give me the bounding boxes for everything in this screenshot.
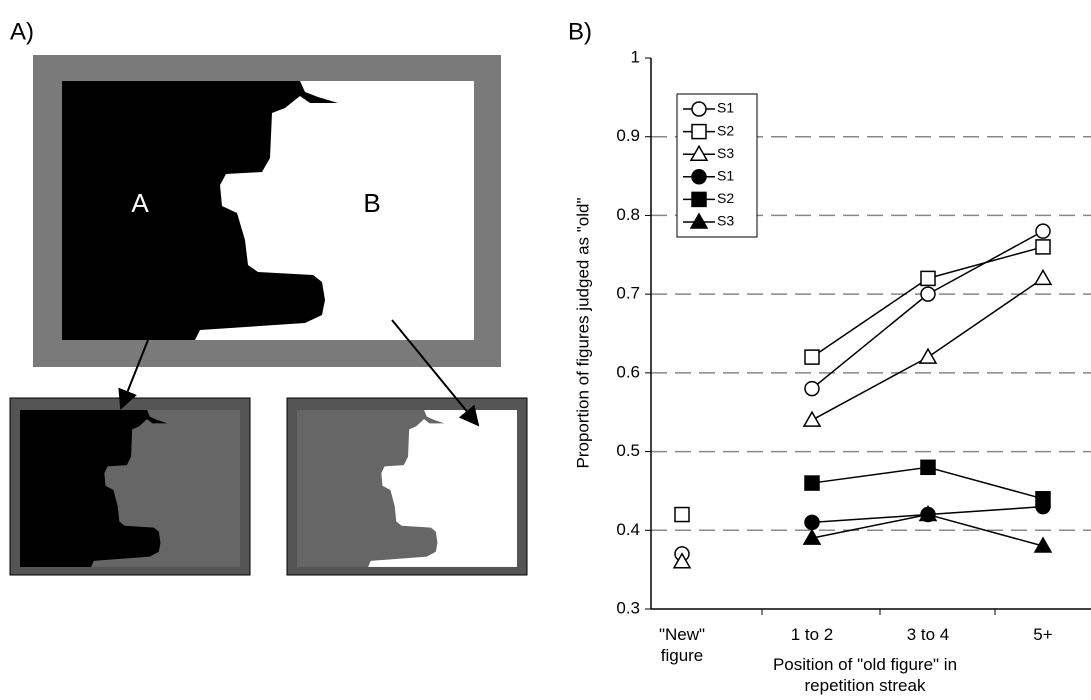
series-line (812, 294, 928, 388)
region-label: B (363, 188, 380, 218)
point (675, 508, 689, 522)
series-line (928, 278, 1043, 357)
point (1036, 492, 1050, 506)
series-line (928, 507, 1043, 515)
y-tick-label: 0.9 (616, 126, 640, 145)
y-tick-label: 0.7 (616, 284, 640, 303)
legend-marker (692, 102, 706, 116)
point (920, 349, 936, 363)
region-label: A (131, 188, 149, 218)
x-axis-label: Position of "old figure" in repetition s… (755, 654, 975, 696)
test-image-content (20, 410, 240, 567)
legend-marker (692, 125, 706, 139)
series-line (928, 247, 1043, 278)
point (921, 287, 935, 301)
y-tick-label: 1 (631, 47, 640, 66)
panel-label: A) (10, 18, 34, 45)
legend-marker (692, 170, 706, 184)
point (805, 350, 819, 364)
legend-label: S3 (717, 213, 734, 229)
y-axis-label: Proportion of figures judged as "old" (573, 197, 592, 468)
legend-label: S2 (717, 122, 734, 138)
point (1036, 224, 1050, 238)
y-tick-label: 0.6 (616, 362, 640, 381)
test-image-content (297, 410, 517, 567)
figure: A) A B B) Proportion of figures judged a… (0, 0, 1091, 700)
x-tick-label: "New" figure (652, 624, 712, 666)
series-line (812, 467, 928, 483)
y-tick-label: 0.5 (616, 441, 640, 460)
y-tick-label: 0.3 (616, 598, 640, 617)
point (921, 271, 935, 285)
x-tick-label: 3 to 4 (878, 624, 978, 645)
legend-marker (692, 192, 706, 206)
point (921, 460, 935, 474)
point (805, 382, 819, 396)
figure-svg: A) A B B) Proportion of figures judged a… (0, 0, 1091, 700)
series-line (812, 278, 928, 357)
point (1036, 240, 1050, 254)
panel-label: B) (568, 18, 592, 45)
legend-label: S2 (717, 190, 734, 206)
series-line (812, 357, 928, 420)
legend-label: S1 (717, 100, 734, 116)
y-tick-label: 0.4 (616, 520, 640, 539)
series-line (928, 467, 1043, 498)
legend-label: S1 (717, 168, 734, 184)
y-tick-label: 0.8 (616, 205, 640, 224)
point (805, 476, 819, 490)
legend-label: S3 (717, 145, 734, 161)
x-tick-label: 1 to 2 (762, 624, 862, 645)
point (804, 412, 820, 426)
x-tick-label: 5+ (993, 624, 1091, 645)
point (805, 515, 819, 529)
point (1035, 270, 1051, 284)
